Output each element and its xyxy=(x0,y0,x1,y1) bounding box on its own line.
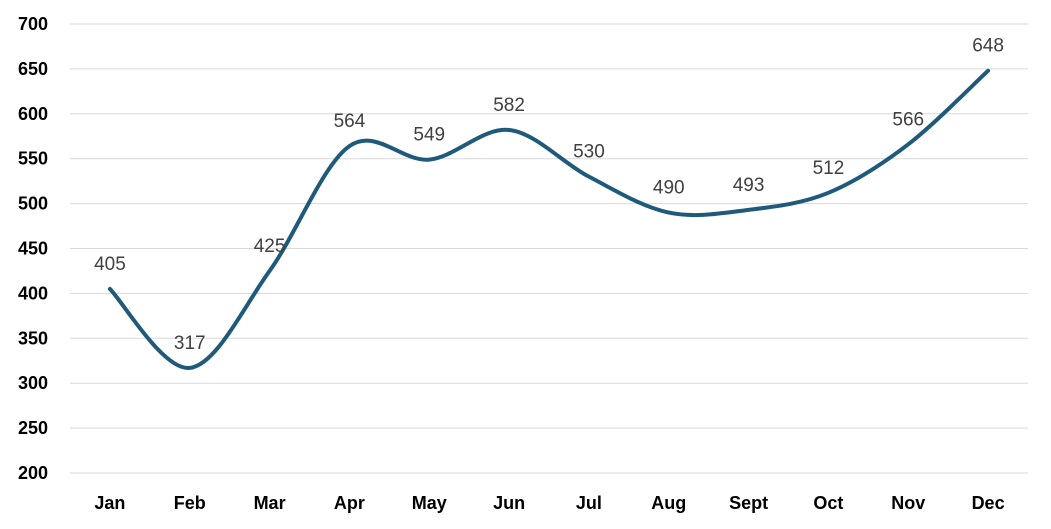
data-label-sept: 493 xyxy=(733,175,765,196)
x-tick-label: Aug xyxy=(651,493,686,513)
x-axis-tick-labels: Jan Feb Mar Apr May Jun Jul Aug Sept Oct Nov Dec xyxy=(94,493,1004,513)
y-tick-label: 200 xyxy=(18,463,48,483)
y-tick-label: 550 xyxy=(18,149,48,169)
data-label-jun: 582 xyxy=(493,95,525,116)
y-tick-label: 700 xyxy=(18,14,48,34)
x-tick-label: Sept xyxy=(729,493,768,513)
y-tick-label: 250 xyxy=(18,418,48,438)
data-label-feb: 317 xyxy=(174,333,206,354)
x-tick-label: May xyxy=(412,493,447,513)
x-tick-label: Jul xyxy=(576,493,602,513)
data-label-jul: 530 xyxy=(573,142,605,163)
y-tick-label: 300 xyxy=(18,373,48,393)
x-tick-label: Oct xyxy=(813,493,843,513)
y-tick-label: 600 xyxy=(18,104,48,124)
data-label-nov: 566 xyxy=(892,109,924,130)
x-tick-label: Nov xyxy=(891,493,925,513)
data-label-mar: 425 xyxy=(254,236,286,257)
x-tick-label: Jan xyxy=(94,493,125,513)
data-label-aug: 490 xyxy=(653,178,685,199)
y-tick-label: 500 xyxy=(18,194,48,214)
gridlines xyxy=(70,23,1028,474)
x-tick-label: Feb xyxy=(174,493,206,513)
series-line xyxy=(107,68,991,370)
series-layer xyxy=(107,68,991,370)
y-tick-label: 650 xyxy=(18,59,48,79)
data-label-may: 549 xyxy=(413,125,445,146)
x-tick-label: Jun xyxy=(493,493,525,513)
x-tick-label: Apr xyxy=(334,493,365,513)
data-labels: 405 317 425 564 549 582 530 490 493 512 566 648 xyxy=(94,36,1004,354)
data-label-oct: 512 xyxy=(813,158,845,179)
y-axis-tick-labels: 200 250 300 350 400 450 500 550 600 650 700 xyxy=(18,14,48,483)
x-tick-label: Dec xyxy=(972,493,1005,513)
y-tick-label: 450 xyxy=(18,239,48,259)
y-tick-label: 400 xyxy=(18,283,48,303)
data-label-dec: 648 xyxy=(972,36,1004,57)
data-label-jan: 405 xyxy=(94,254,126,275)
x-tick-label: Mar xyxy=(254,493,286,513)
data-label-apr: 564 xyxy=(334,111,366,132)
y-tick-label: 350 xyxy=(18,328,48,348)
